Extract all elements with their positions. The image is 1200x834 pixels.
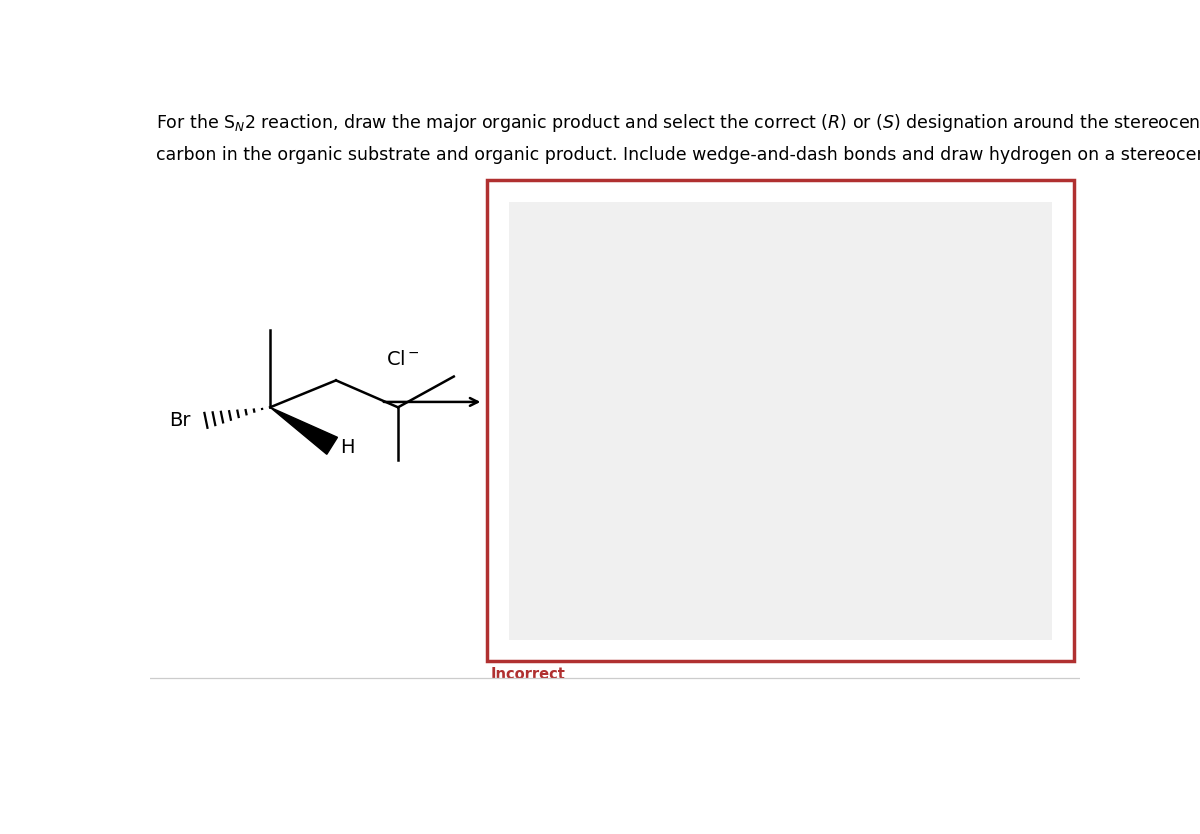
Text: H: H <box>340 438 354 457</box>
Bar <box>509 202 1052 640</box>
Text: Cl$^-$: Cl$^-$ <box>386 349 420 369</box>
Text: Br: Br <box>169 411 191 430</box>
Polygon shape <box>270 407 337 455</box>
Text: carbon in the organic substrate and organic product. Include wedge-and-dash bond: carbon in the organic substrate and orga… <box>156 146 1200 164</box>
Bar <box>487 180 1074 661</box>
Text: For the S$_N$2 reaction, draw the major organic product and select the correct (: For the S$_N$2 reaction, draw the major … <box>156 113 1200 134</box>
Text: Incorrect: Incorrect <box>491 667 566 682</box>
